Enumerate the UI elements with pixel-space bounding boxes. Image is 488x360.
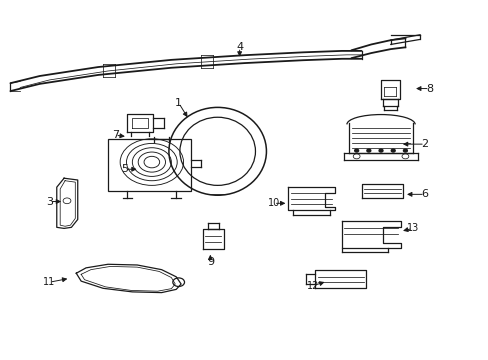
Circle shape <box>366 149 370 152</box>
Circle shape <box>403 149 407 152</box>
Text: 3: 3 <box>46 197 53 207</box>
Text: 6: 6 <box>421 189 427 199</box>
Circle shape <box>354 149 358 152</box>
Text: 10: 10 <box>267 198 279 208</box>
Text: 5: 5 <box>122 164 128 174</box>
Text: 12: 12 <box>306 281 318 291</box>
Text: 9: 9 <box>206 257 213 267</box>
Circle shape <box>378 149 382 152</box>
Text: 2: 2 <box>421 139 427 149</box>
Text: 1: 1 <box>175 98 182 108</box>
Text: 7: 7 <box>111 130 119 140</box>
Text: 8: 8 <box>426 84 432 94</box>
Text: 4: 4 <box>236 42 243 52</box>
Text: 11: 11 <box>43 277 56 287</box>
Circle shape <box>390 149 394 152</box>
Text: 13: 13 <box>406 224 418 233</box>
